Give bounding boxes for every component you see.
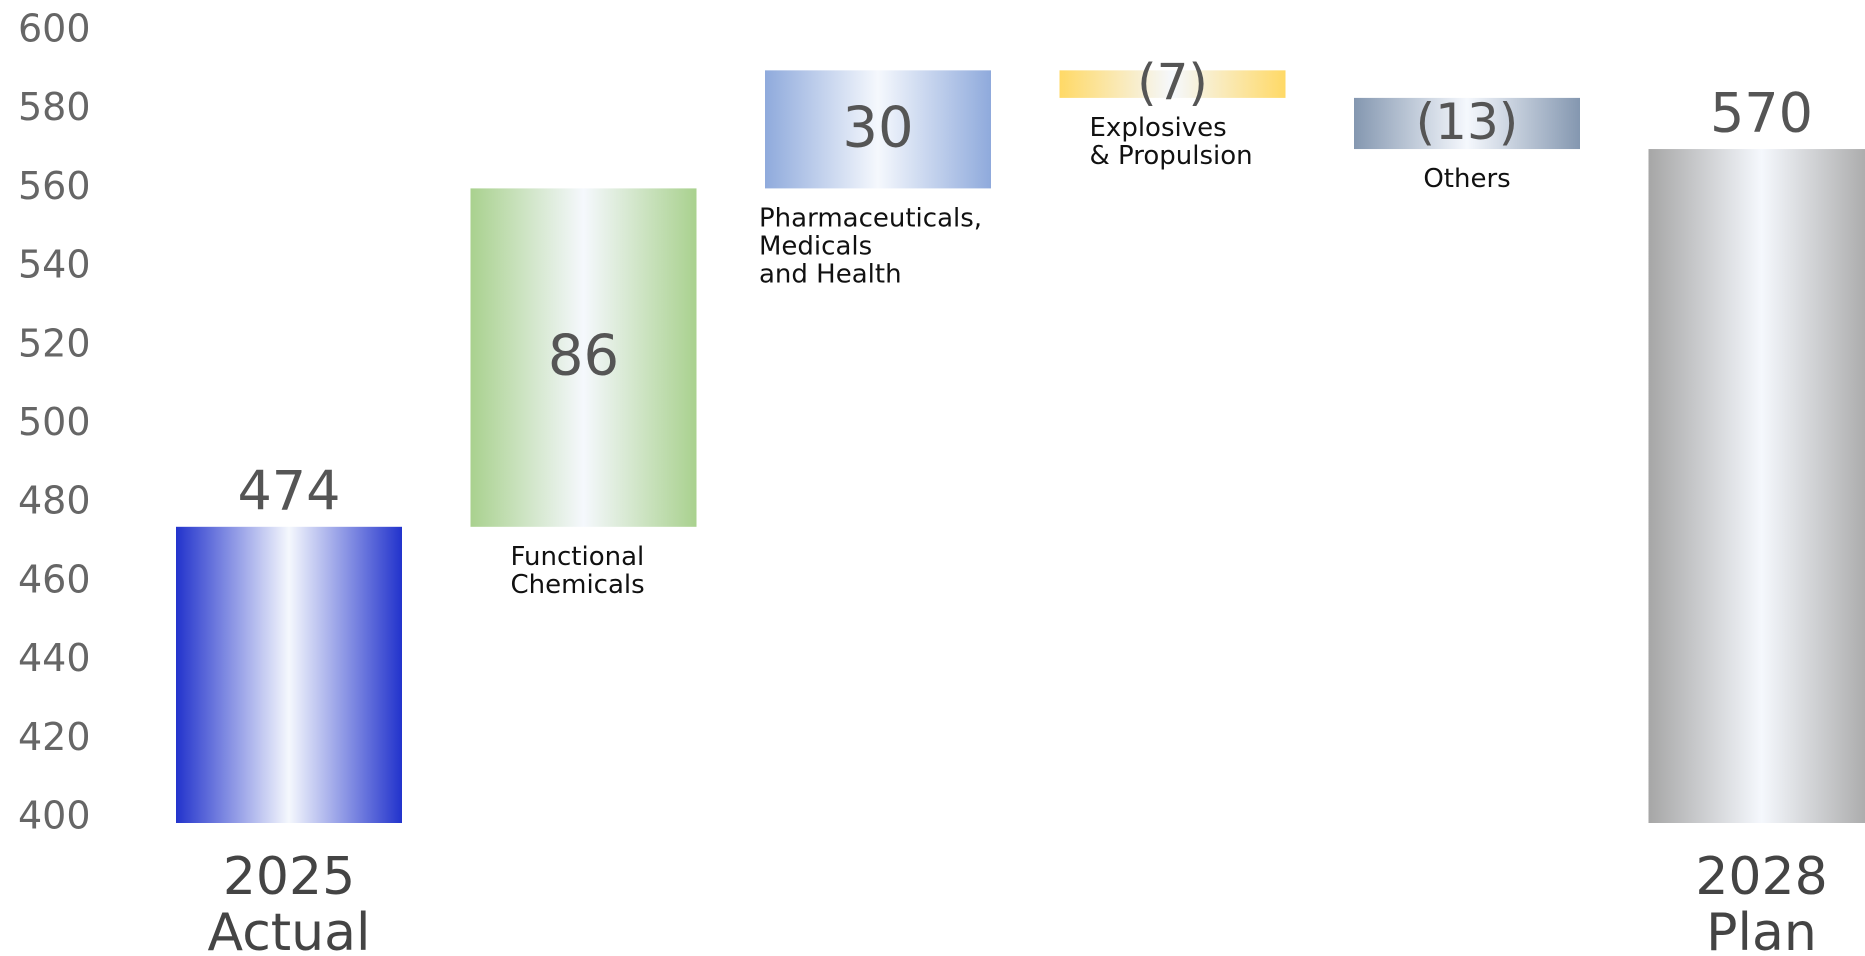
y-tick-label: 520 xyxy=(18,321,91,365)
value-label: 474 xyxy=(237,459,340,522)
category-label: Pharmaceuticals, Medicals and Health xyxy=(759,203,982,289)
bar xyxy=(1354,97,1580,150)
category-label-line: Explosives xyxy=(1090,112,1227,142)
category-label-line: and Health xyxy=(759,259,902,289)
y-tick-label: 400 xyxy=(18,794,91,838)
category-label-line: Pharmaceuticals, xyxy=(759,203,982,233)
category-label: Others xyxy=(1423,164,1510,194)
y-tick-label: 460 xyxy=(18,557,91,601)
bar xyxy=(1648,149,1865,824)
x-tick-label-line: Plan xyxy=(1706,903,1817,956)
category-label-line: & Propulsion xyxy=(1090,140,1253,170)
category-label-line: Chemicals xyxy=(511,569,645,599)
x-tick-label-line: 2025 xyxy=(223,847,355,907)
y-tick-label: 480 xyxy=(18,479,91,523)
category-label-line: Medicals xyxy=(759,231,872,261)
x-tick-label-line: Actual xyxy=(208,903,371,956)
y-tick-label: 440 xyxy=(18,636,91,680)
x-tick-label-line: 2028 xyxy=(1695,847,1827,907)
value-label: 30 xyxy=(842,96,913,161)
value-label: 86 xyxy=(548,324,619,389)
category-label-line: Functional xyxy=(511,541,645,571)
bar xyxy=(470,188,697,527)
category-label-line: Others xyxy=(1423,164,1510,194)
category-label: Functional Chemicals xyxy=(511,541,645,599)
value-label: (7) xyxy=(1137,54,1208,112)
y-tick-label: 500 xyxy=(18,400,91,444)
x-tick-label: 2028 Plan xyxy=(1695,847,1827,956)
y-tick-label: 600 xyxy=(18,7,91,51)
category-label: Explosives & Propulsion xyxy=(1090,112,1253,170)
bar xyxy=(176,526,402,823)
y-tick-label: 580 xyxy=(18,85,91,129)
y-tick-label: 560 xyxy=(18,164,91,208)
x-tick-label: 2025 Actual xyxy=(208,847,371,956)
y-tick-label: 420 xyxy=(18,715,91,759)
y-tick-label: 540 xyxy=(18,243,91,287)
bar xyxy=(1059,70,1286,98)
value-label: (13) xyxy=(1416,93,1519,151)
bar xyxy=(765,70,991,189)
value-label: 570 xyxy=(1710,82,1813,145)
